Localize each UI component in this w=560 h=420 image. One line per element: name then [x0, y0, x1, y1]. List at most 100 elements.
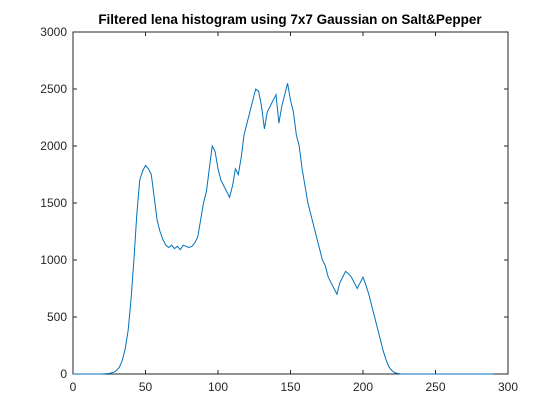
data-point: [200, 220, 201, 221]
data-point: [226, 191, 227, 192]
data-point: [235, 168, 236, 169]
data-point: [160, 231, 161, 232]
data-point: [377, 328, 378, 329]
data-point: [316, 237, 317, 238]
data-point: [403, 374, 404, 375]
data-point: [302, 168, 303, 169]
data-point: [281, 106, 282, 107]
data-point: [252, 100, 253, 101]
data-point: [287, 83, 288, 84]
data-point: [389, 367, 390, 368]
data-point: [406, 374, 407, 375]
data-point: [310, 214, 311, 215]
data-point: [270, 106, 271, 107]
data-point: [397, 373, 398, 374]
y-axis: 0 500 1000 1500 2000 2500 3000: [40, 25, 508, 381]
data-point: [386, 360, 387, 361]
data-point: [215, 151, 216, 152]
y-tick-label: 1000: [40, 253, 67, 267]
data-point: [493, 374, 494, 375]
data-point: [197, 237, 198, 238]
data-point: [331, 282, 332, 283]
data-point: [322, 260, 323, 261]
x-tick-label: 100: [208, 380, 228, 394]
chart-title: Filtered lena histogram using 7x7 Gaussi…: [98, 12, 482, 27]
data-point: [334, 288, 335, 289]
data-point: [125, 348, 126, 349]
data-point: [345, 271, 346, 272]
data-point: [409, 374, 410, 375]
data-point: [154, 197, 155, 198]
data-point: [290, 100, 291, 101]
plot-area: [72, 31, 509, 375]
data-point: [264, 128, 265, 129]
data-point: [122, 360, 123, 361]
data-point: [365, 285, 366, 286]
data-point: [267, 111, 268, 112]
data-point: [194, 242, 195, 243]
data-point: [174, 248, 175, 249]
data-point: [313, 225, 314, 226]
x-tick-label: 0: [70, 380, 77, 394]
data-point: [238, 174, 239, 175]
data-point: [368, 294, 369, 295]
data-point: [273, 100, 274, 101]
data-point: [351, 277, 352, 278]
data-point: [133, 260, 134, 261]
data-point: [177, 246, 178, 247]
data-point: [258, 91, 259, 92]
data-point: [354, 282, 355, 283]
data-point: [296, 134, 297, 135]
data-point: [255, 89, 256, 90]
data-point: [392, 370, 393, 371]
data-point: [162, 239, 163, 240]
data-point: [165, 245, 166, 246]
data-point: [119, 367, 120, 368]
data-point: [336, 294, 337, 295]
y-tick-label: 500: [47, 310, 67, 324]
data-point: [328, 277, 329, 278]
x-tick-label: 200: [353, 380, 373, 394]
y-tick-label: 2500: [40, 82, 67, 96]
data-point: [218, 168, 219, 169]
data-point: [73, 374, 74, 375]
data-point: [307, 203, 308, 204]
data-point: [102, 374, 103, 375]
data-point: [157, 220, 158, 221]
data-point: [363, 277, 364, 278]
x-tick-label: 150: [280, 380, 300, 394]
data-point: [421, 374, 422, 375]
data-point: [229, 197, 230, 198]
data-point: [339, 282, 340, 283]
data-point: [284, 94, 285, 95]
data-point: [342, 277, 343, 278]
data-point: [278, 123, 279, 124]
data-point: [116, 370, 117, 371]
data-point: [220, 180, 221, 181]
data-point: [249, 111, 250, 112]
data-point: [191, 246, 192, 247]
data-point: [131, 299, 132, 300]
data-point: [293, 111, 294, 112]
x-tick-label: 50: [139, 380, 153, 394]
x-tick-label: 300: [498, 380, 518, 394]
data-point: [400, 374, 401, 375]
data-point: [319, 248, 320, 249]
data-point: [241, 157, 242, 158]
y-tick-label: 3000: [40, 25, 67, 39]
data-point: [394, 372, 395, 373]
data-point: [142, 171, 143, 172]
data-point: [206, 191, 207, 192]
data-point: [212, 146, 213, 147]
data-point: [148, 168, 149, 169]
data-point: [325, 265, 326, 266]
data-point: [276, 94, 277, 95]
data-point: [383, 351, 384, 352]
y-tick-label: 2000: [40, 139, 67, 153]
data-point: [171, 245, 172, 246]
data-point: [299, 146, 300, 147]
data-point: [360, 282, 361, 283]
data-point: [348, 273, 349, 274]
